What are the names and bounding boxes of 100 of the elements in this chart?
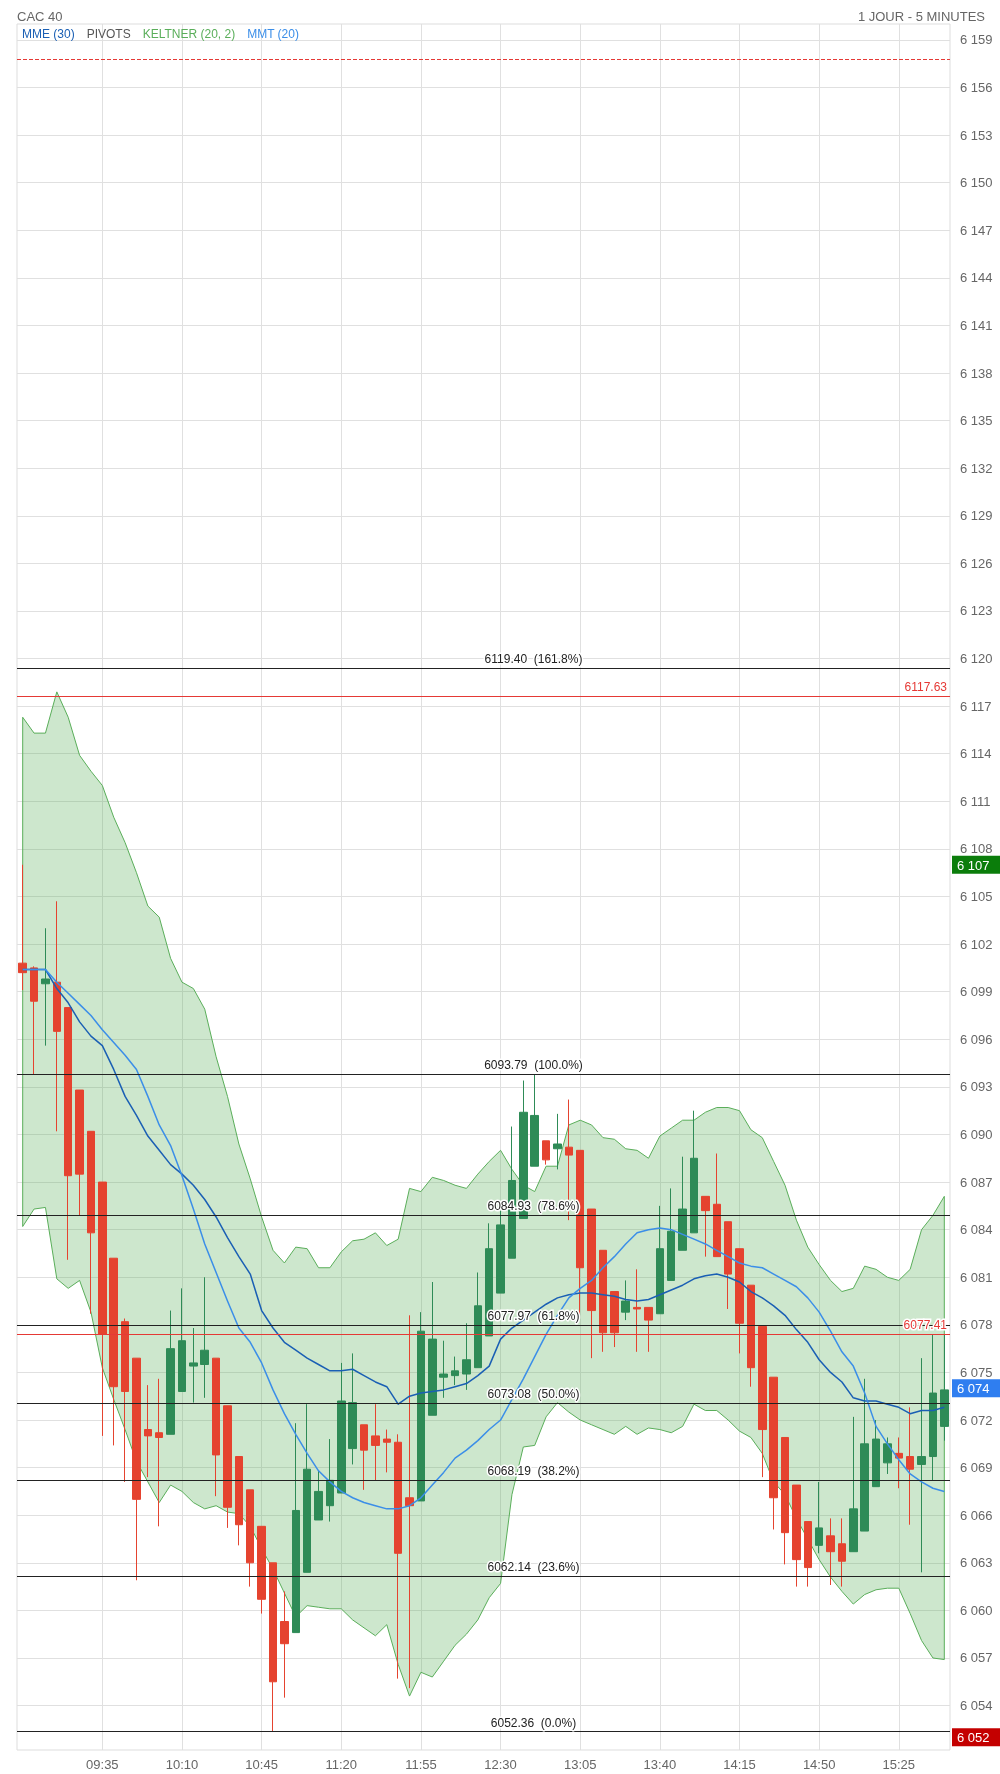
candlestick — [303, 1403, 311, 1573]
x-tick-label: 11:20 — [325, 1757, 358, 1772]
text: 6 107 — [957, 857, 990, 873]
ref-line-label: 6093.79 (100.0%) — [484, 1058, 583, 1073]
y-tick-label: 6 114 — [960, 746, 992, 762]
x-tick-label: 10:10 — [165, 1757, 199, 1772]
candlestick — [371, 1403, 380, 1481]
y-tick-label: 6 102 — [960, 936, 993, 952]
candlestick — [474, 1271, 482, 1369]
text: MMT (20) — [247, 27, 299, 41]
candlestick — [439, 1340, 448, 1399]
y-tick-label: 6 123 — [960, 603, 993, 619]
candlestick — [18, 864, 27, 991]
y-tick-label: 6 108 — [960, 841, 993, 857]
legend-label: KELTNER (20, 2) — [142, 27, 236, 41]
candlestick — [394, 1433, 402, 1680]
y-tick-label: 6 054 — [960, 1698, 993, 1714]
x-tick-label: 13:40 — [643, 1757, 677, 1772]
candlestick — [257, 1525, 266, 1615]
candlestick — [929, 1333, 937, 1481]
y-tick-label: 6 066 — [960, 1507, 993, 1523]
candlestick — [530, 1073, 539, 1167]
candlestick — [690, 1110, 698, 1234]
candlestick — [30, 965, 38, 1075]
candlestick — [769, 1376, 778, 1530]
candlestick — [417, 1311, 425, 1502]
candlestick — [292, 1422, 300, 1634]
annotation: PIVOTS — [86, 27, 131, 41]
candlestick — [223, 1405, 232, 1529]
candlestick — [917, 1357, 926, 1573]
y-tick-label: 6 141 — [960, 317, 993, 333]
y-tick-label: 6 117 — [960, 698, 992, 714]
candlestick — [246, 1489, 254, 1588]
y-tick-label: 6 150 — [960, 175, 993, 191]
y-tick-label: 6 063 — [960, 1555, 993, 1571]
ref-line-label: 6062.14 (23.6%) — [487, 1560, 580, 1575]
candlestick — [348, 1352, 357, 1465]
candlestick — [462, 1322, 471, 1391]
chart-title: CAC 40 — [17, 9, 63, 24]
ref-line-label: 6119.40 (161.8%) — [484, 652, 583, 667]
candlestick — [826, 1517, 835, 1586]
ref-line-label: 6052.36 (0.0%) — [490, 1715, 577, 1730]
y-tick-label: 6 111 — [960, 793, 991, 809]
candlestick — [667, 1187, 675, 1281]
candlestick — [269, 1562, 277, 1733]
y-tick-label: 6 084 — [960, 1222, 993, 1238]
candlestick — [656, 1205, 664, 1315]
y-tick-label: 6 138 — [960, 365, 993, 381]
candlestick — [496, 1210, 505, 1294]
candlestick — [940, 1333, 949, 1442]
line-series — [21, 968, 946, 1510]
x-tick-label: 09:35 — [86, 1757, 119, 1772]
y-tick-label: 6 093 — [960, 1079, 993, 1095]
y-tick-label: 6 147 — [960, 222, 993, 238]
y-tick-label: 6 060 — [960, 1602, 993, 1618]
candlestick — [678, 1156, 687, 1251]
candlestick — [906, 1406, 914, 1526]
candlestick — [53, 900, 61, 1132]
candlestick — [724, 1221, 732, 1310]
candlestick — [451, 1356, 459, 1386]
candlestick — [883, 1436, 892, 1475]
x-tick-label: 10:45 — [245, 1757, 278, 1772]
candlestick — [792, 1484, 801, 1588]
candlestick — [872, 1419, 880, 1488]
candlestick — [804, 1521, 812, 1588]
y-tick-label: 6 057 — [960, 1650, 993, 1666]
y-tick-label: 6 159 — [960, 32, 993, 48]
candlestick — [360, 1424, 368, 1491]
candlestick — [64, 1007, 72, 1261]
y-tick-label: 6 072 — [960, 1412, 993, 1428]
candlestick — [895, 1436, 903, 1489]
y-tick-label: 6 126 — [960, 555, 993, 571]
y-tick-label: 6 090 — [960, 1126, 993, 1142]
candlestick — [87, 1130, 95, 1315]
x-tick-label: 14:15 — [723, 1757, 756, 1772]
candlestick — [314, 1470, 323, 1521]
candlestick — [235, 1456, 243, 1546]
candlestick — [428, 1281, 437, 1416]
ref-line-label: 6068.19 (38.2%) — [487, 1464, 580, 1479]
candlestick — [815, 1481, 823, 1554]
candlestick — [280, 1590, 289, 1699]
candlestick — [132, 1357, 141, 1581]
candlestick — [75, 1089, 84, 1216]
candlestick — [838, 1517, 846, 1588]
text: 6 052 — [957, 1730, 990, 1746]
text: 6 074 — [957, 1381, 990, 1397]
ref-line-label: 6117.63 — [904, 680, 948, 695]
x-tick-label: 13:05 — [563, 1757, 597, 1772]
y-tick-label: 6 075 — [960, 1364, 993, 1380]
y-tick-label: 6 105 — [960, 889, 993, 905]
candlestick — [144, 1384, 152, 1478]
y-tick-label: 6 078 — [960, 1317, 993, 1333]
y-tick-label: 6 087 — [960, 1174, 993, 1190]
candlestick — [553, 1113, 562, 1170]
candlestick — [701, 1195, 710, 1258]
candlestick — [155, 1378, 163, 1527]
y-tick-label: 6 132 — [960, 460, 993, 476]
candlestick — [326, 1438, 334, 1523]
y-tick-label: 6 135 — [960, 413, 993, 429]
candlestick — [383, 1429, 391, 1473]
